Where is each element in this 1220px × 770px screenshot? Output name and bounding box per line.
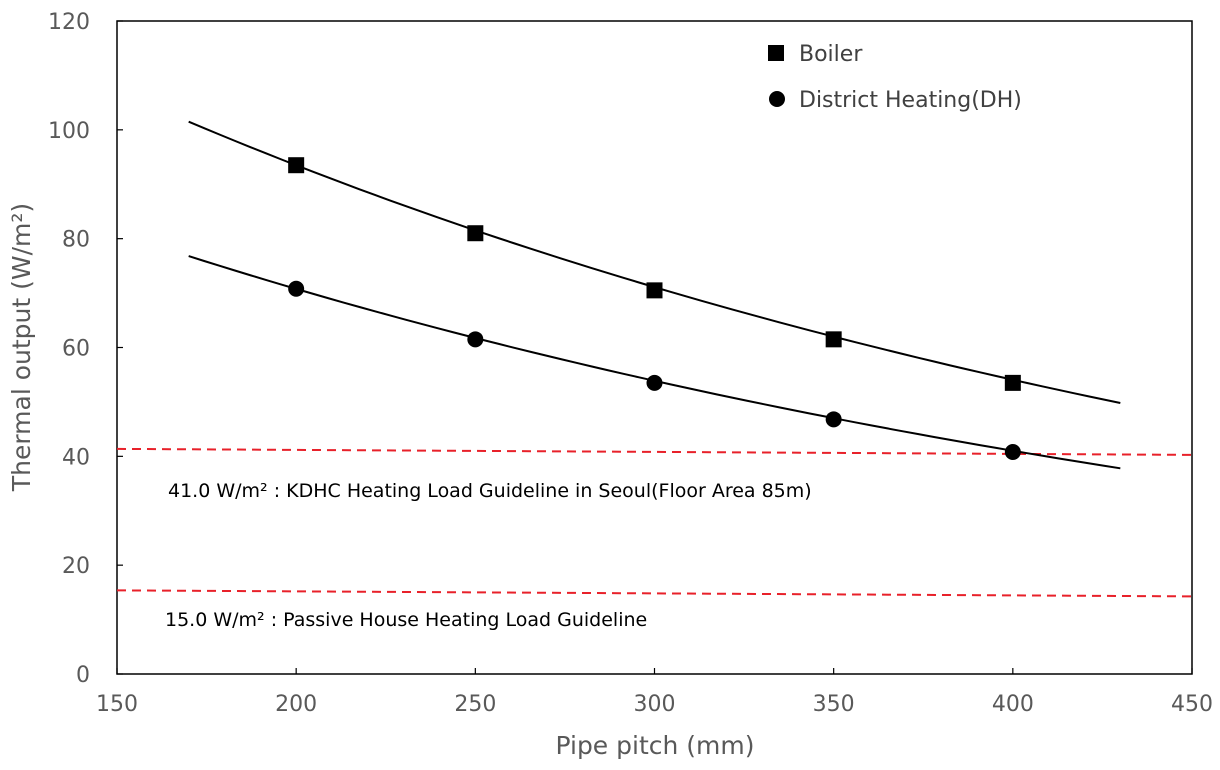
y-tick-label: 60 bbox=[62, 337, 90, 362]
y-tick-label: 0 bbox=[76, 663, 90, 688]
y-axis-ticks: 0 20 40 60 80 100 120 bbox=[48, 10, 123, 688]
annotation-kdhc-guideline: 41.0 W/m² : KDHC Heating Load Guideline … bbox=[168, 480, 812, 502]
legend-label-dh: District Heating(DH) bbox=[799, 88, 1022, 113]
x-tick-label: 200 bbox=[275, 692, 317, 717]
y-tick-label: 40 bbox=[62, 445, 90, 470]
y-tick-label: 80 bbox=[62, 228, 90, 253]
data-markers bbox=[288, 157, 1021, 460]
dh-point bbox=[288, 280, 305, 297]
dh-point bbox=[467, 331, 484, 348]
boiler-point bbox=[646, 282, 663, 299]
x-axis-ticks: 150 200 250 300 350 400 450 bbox=[96, 668, 1213, 717]
dh-point bbox=[646, 374, 663, 391]
boiler-point bbox=[288, 157, 305, 174]
boiler-point bbox=[1004, 374, 1021, 391]
legend: Boiler District Heating(DH) bbox=[768, 42, 1022, 113]
x-axis-title: Pipe pitch (mm) bbox=[555, 731, 754, 760]
y-tick-label: 100 bbox=[48, 119, 90, 144]
plot-area bbox=[116, 20, 1193, 675]
legend-marker-boiler bbox=[768, 45, 784, 61]
x-tick-label: 400 bbox=[992, 692, 1034, 717]
x-tick-label: 300 bbox=[634, 692, 676, 717]
x-tick-label: 250 bbox=[454, 692, 496, 717]
boiler-point bbox=[467, 225, 484, 242]
y-tick-label: 120 bbox=[48, 10, 90, 35]
dh-point bbox=[825, 411, 842, 428]
legend-marker-dh bbox=[769, 91, 785, 107]
y-tick-label: 20 bbox=[62, 554, 90, 579]
annotation-passive-house-guideline: 15.0 W/m² : Passive House Heating Load G… bbox=[165, 609, 647, 631]
x-tick-label: 450 bbox=[1171, 692, 1213, 717]
dh-point bbox=[1004, 443, 1021, 460]
boiler-point bbox=[825, 331, 842, 348]
x-tick-label: 350 bbox=[813, 692, 855, 717]
y-axis-title: Thermal output (W/m²) bbox=[7, 203, 36, 492]
x-tick-label: 150 bbox=[96, 692, 138, 717]
legend-label-boiler: Boiler bbox=[799, 42, 863, 67]
